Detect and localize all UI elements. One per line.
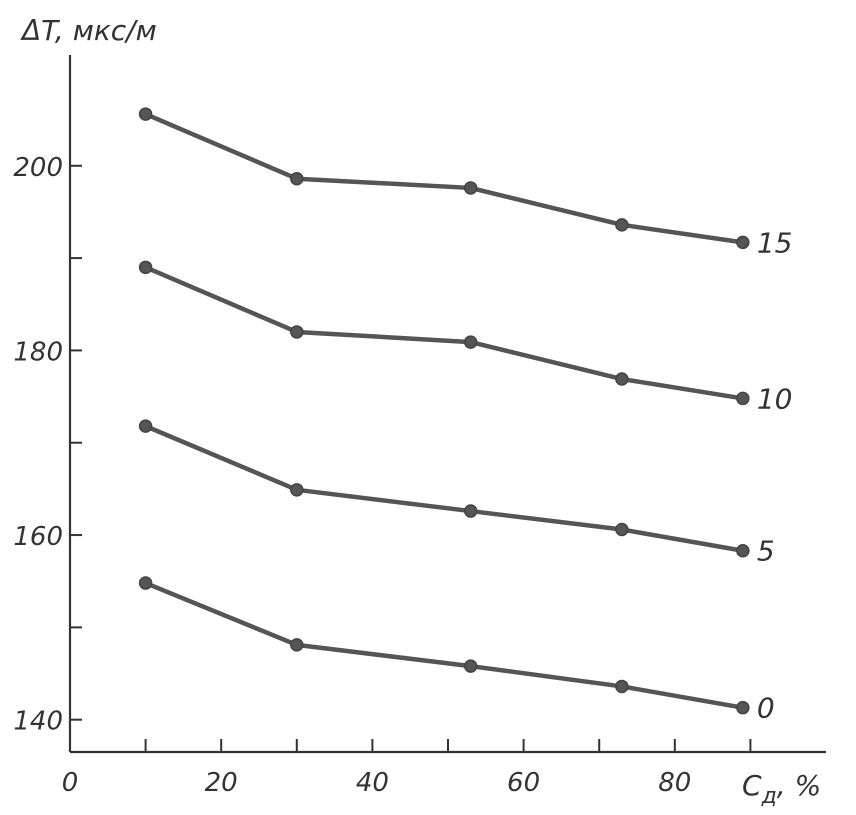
data-point	[138, 260, 153, 275]
data-point	[463, 181, 478, 195]
series-line	[143, 423, 746, 553]
y-tick-label: 160	[13, 522, 63, 552]
x-tick-label: 40	[356, 768, 389, 798]
x-axis-title-sub: д	[761, 784, 777, 809]
data-point	[615, 679, 629, 694]
data-point	[138, 576, 153, 590]
x-axis-title: Cд, %	[742, 769, 821, 809]
data-point	[615, 218, 629, 232]
data-point	[463, 504, 478, 518]
series-label: 15	[757, 226, 793, 259]
data-point	[736, 391, 750, 406]
series-label: 0	[757, 692, 775, 725]
data-point	[290, 171, 304, 186]
data-point	[736, 700, 750, 715]
data-point	[290, 325, 304, 339]
data-point	[615, 522, 629, 537]
data-point	[138, 107, 153, 121]
series-0: 0	[138, 576, 775, 725]
axes	[68, 55, 826, 754]
series-line	[143, 265, 746, 401]
x-tick-label: 0	[62, 768, 79, 798]
y-tick-label: 200	[13, 153, 63, 183]
series-5: 5	[138, 419, 775, 568]
data-point	[615, 372, 629, 386]
data-point	[290, 638, 304, 652]
series-15: 15	[138, 107, 793, 259]
y-tick-label: 140	[13, 707, 63, 737]
tick-labels: 0 20 40 60 80 140 160 180 200	[13, 153, 691, 798]
series-line	[143, 580, 746, 710]
series-line	[143, 111, 746, 245]
data-point	[463, 335, 478, 349]
data-point	[138, 419, 153, 433]
y-axis-title: ΔT, мкс/м	[20, 14, 157, 47]
x-tick-label: 80	[658, 768, 691, 798]
data-point	[736, 543, 750, 558]
y-tick-label: 180	[13, 337, 63, 367]
series-group: 15 10 5 0	[138, 107, 793, 725]
x-tick-label: 20	[205, 768, 238, 798]
data-point	[463, 659, 478, 673]
x-axis-title-unit: , %	[777, 769, 821, 802]
x-tick-label: 60	[507, 768, 540, 798]
series-10: 10	[138, 260, 793, 415]
data-point	[290, 483, 304, 497]
series-label: 5	[757, 535, 775, 568]
data-point	[736, 235, 750, 250]
series-label: 10	[757, 382, 793, 415]
x-axis-title-main: C	[742, 769, 762, 802]
ticks	[70, 164, 752, 752]
